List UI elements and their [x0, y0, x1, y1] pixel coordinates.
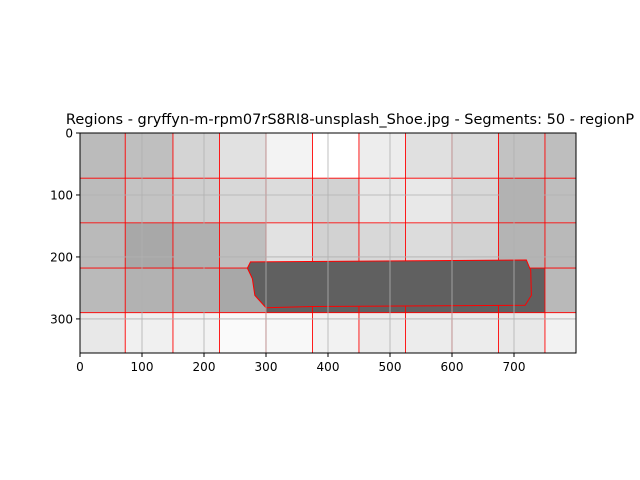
x-tick-label: 700	[503, 360, 526, 374]
shoe-segment	[246, 259, 532, 309]
x-tick-label: 100	[131, 360, 154, 374]
segment-region	[172, 222, 220, 269]
segment-region	[405, 133, 453, 179]
y-tick-label: 0	[65, 127, 73, 141]
segment-region	[405, 177, 453, 224]
segment-region	[172, 177, 220, 224]
y-tick-label: 100	[50, 188, 73, 202]
segment-region	[544, 133, 576, 179]
segment-region	[358, 177, 406, 224]
segment-region	[451, 177, 499, 224]
segment-region	[80, 222, 126, 269]
segment-region	[498, 133, 546, 179]
x-tick-label: 600	[441, 360, 464, 374]
y-tick-label: 300	[50, 312, 73, 326]
segment-region	[219, 222, 267, 269]
grid-lines	[80, 133, 576, 353]
segment-region	[265, 133, 313, 179]
segment-region	[312, 222, 360, 269]
segment-region	[265, 177, 313, 224]
segment-region	[544, 177, 576, 224]
segment-region	[451, 312, 499, 353]
x-tick-label: 0	[76, 360, 84, 374]
segment-region	[124, 267, 174, 314]
segment-region	[219, 177, 267, 224]
y-tick-label: 200	[50, 250, 73, 264]
segment-region	[544, 222, 576, 269]
segment-region	[312, 133, 360, 179]
segment-region	[80, 267, 126, 314]
segment-region	[124, 133, 174, 179]
segment-region	[172, 267, 220, 314]
segment-region	[80, 177, 126, 224]
chart-title: Regions - gryffyn-m-rpm07rS8RI8-unsplash…	[66, 112, 634, 128]
segment-region	[124, 177, 174, 224]
segment-region	[358, 312, 406, 353]
x-tick-label: 400	[317, 360, 340, 374]
segment-region	[124, 222, 174, 269]
segment-region	[544, 267, 576, 314]
x-tick-label: 300	[255, 360, 278, 374]
segment-region	[544, 312, 576, 353]
segment-region	[358, 133, 406, 179]
segment-region	[124, 312, 174, 353]
segment-region	[312, 312, 360, 353]
segment-region	[80, 133, 126, 179]
segment-region	[219, 133, 267, 179]
x-axis: 0 100 200 300 400 500 600 700	[76, 353, 525, 374]
x-tick-label: 200	[193, 360, 216, 374]
y-axis: 0 100 200 300	[50, 127, 80, 326]
segment-region	[498, 177, 546, 224]
segmented-image	[80, 133, 576, 353]
segment-region	[451, 133, 499, 179]
x-tick-label: 500	[379, 360, 402, 374]
segment-region	[312, 177, 360, 224]
segment-region	[172, 133, 220, 179]
